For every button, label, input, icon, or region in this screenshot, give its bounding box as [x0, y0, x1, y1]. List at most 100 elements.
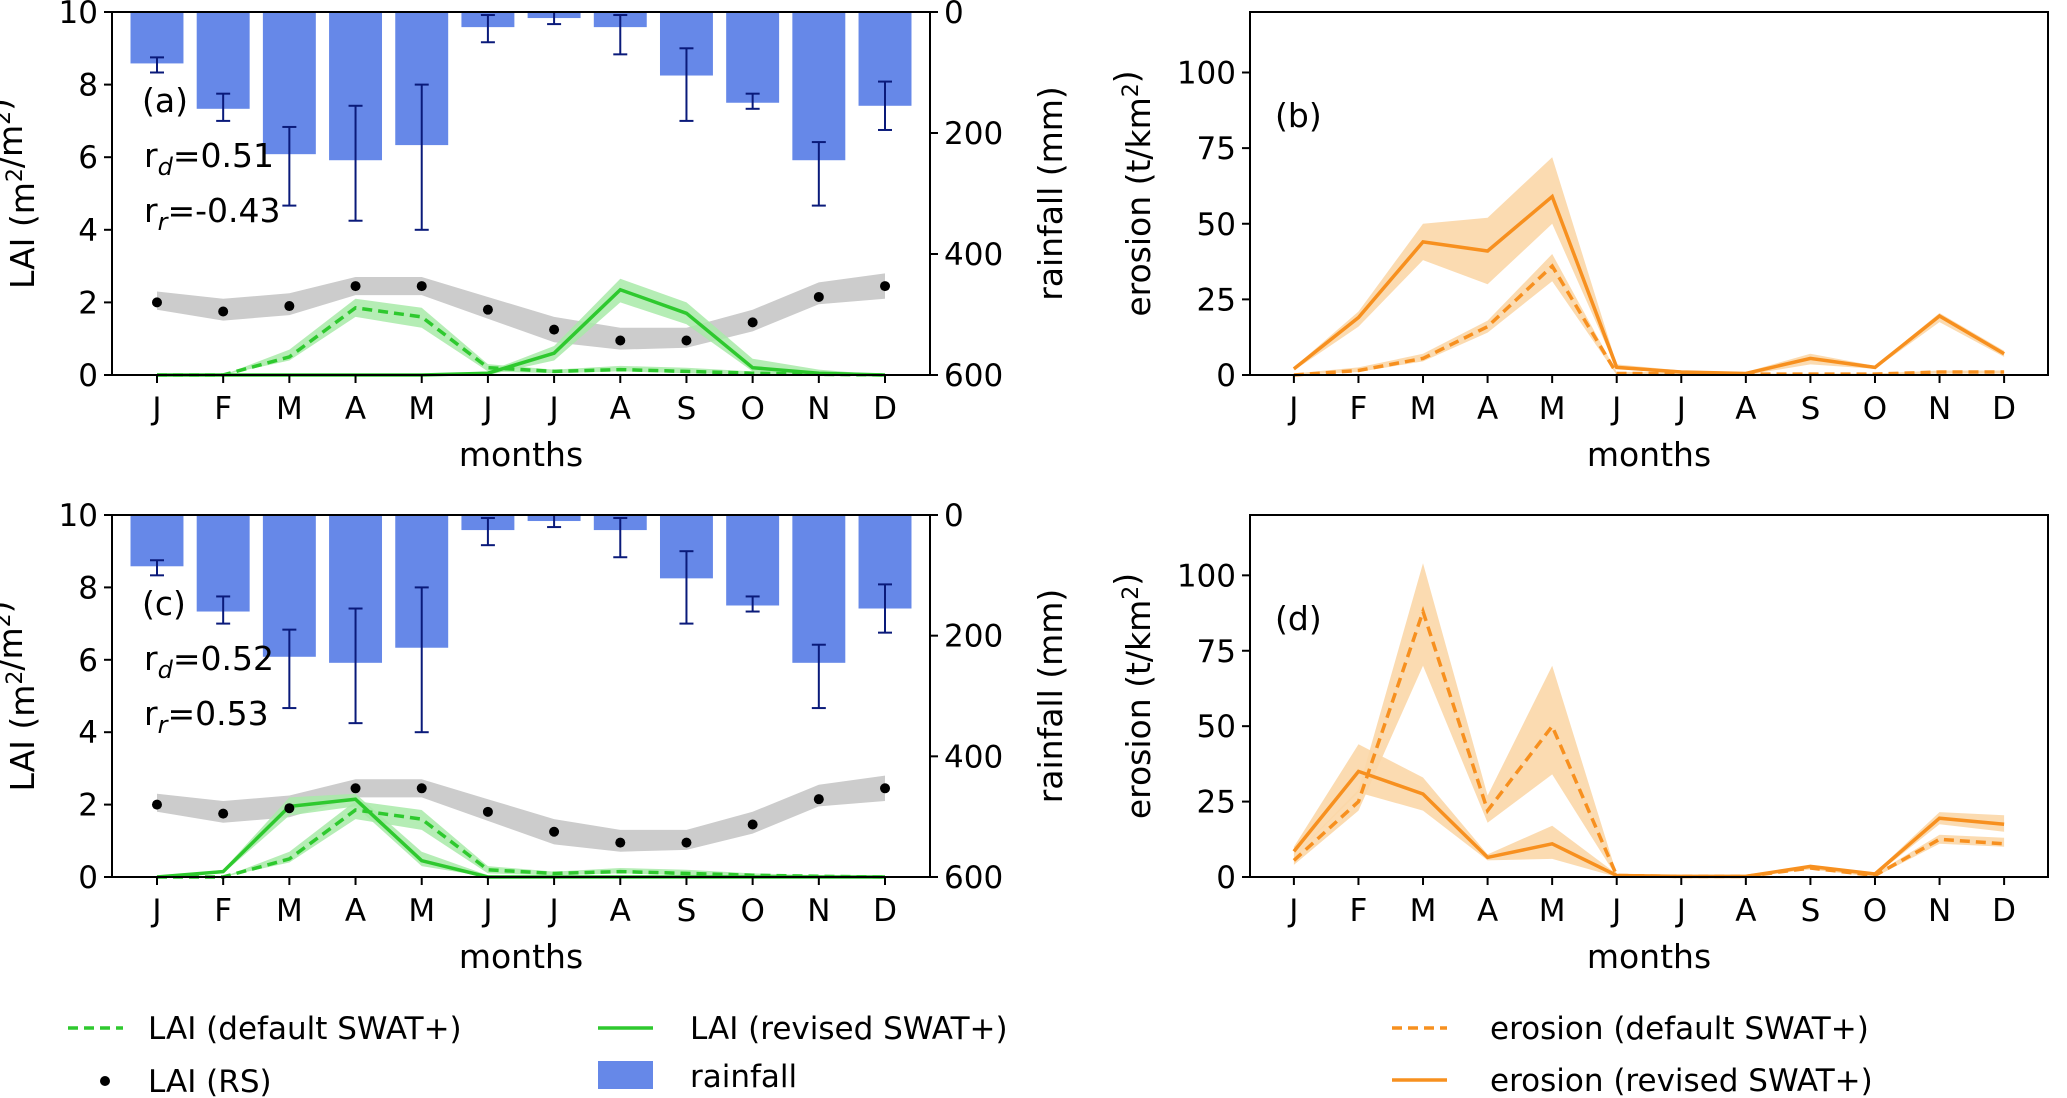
rainfall-bar — [130, 12, 184, 64]
legend-erosion-default-label: erosion (default SWAT+) — [1490, 1011, 1869, 1047]
y-tick-label: 50 — [1197, 207, 1236, 243]
panel-c-lai-rainfall-chart: 0 200 400 600 rainfall (mm) 0 2 4 6 8 10 J F M A M J J A S O… — [0, 498, 1070, 976]
y-tick-label: 25 — [1197, 282, 1236, 318]
lai-rs-point — [416, 281, 427, 292]
r-revised-stat: rr=0.53 — [144, 694, 269, 739]
y-tick-label: 6 — [78, 643, 98, 679]
x-tick-label: S — [677, 893, 697, 929]
lai-rs-point — [350, 783, 361, 794]
x-tick-label: O — [740, 893, 764, 929]
lai-rs-point — [151, 799, 162, 810]
y-tick-label: 4 — [78, 213, 98, 249]
x-tick-label: M — [1539, 391, 1566, 427]
x-tick-label: D — [1992, 391, 2016, 427]
lai-rs-point — [416, 783, 427, 794]
x-tick-label: F — [1350, 391, 1368, 427]
x-tick-label: D — [873, 893, 897, 929]
x-tick-label: N — [1928, 893, 1951, 929]
panel-label: (a) — [142, 81, 188, 120]
x-tick-label: J — [548, 893, 559, 929]
legend-lai-rainfall: LAI (default SWAT+) LAI (revised SWAT+) … — [68, 1011, 1008, 1098]
y2-tick-label: 0 — [944, 0, 964, 31]
x-tick-label: A — [610, 893, 631, 929]
x-tick-label: M — [408, 893, 435, 929]
legend-erosion: erosion (default SWAT+) erosion (revised… — [1392, 1011, 1873, 1098]
y-tick-label: 0 — [78, 860, 98, 896]
y2-axis-label: rainfall (mm) — [1031, 589, 1070, 804]
x-tick-label: N — [807, 391, 830, 427]
lai-rs-point — [880, 783, 891, 794]
erosion-revised-band — [1293, 744, 2005, 877]
x-tick-label: J — [1675, 391, 1686, 427]
x-tick-label: A — [345, 893, 366, 929]
x-tick-label: A — [610, 391, 631, 427]
lai-rs-band — [157, 273, 885, 350]
r-default-stat: rd=0.51 — [144, 136, 274, 181]
x-tick-label: J — [1287, 893, 1298, 929]
x-tick-label: F — [214, 391, 232, 427]
lai-rs-point — [284, 301, 295, 312]
lai-rs-point — [880, 281, 891, 292]
y2-tick-label: 200 — [944, 116, 1003, 152]
rainfall-bar — [196, 12, 250, 109]
y-axis-label: LAI (m2/m2) — [0, 600, 42, 791]
x-tick-label: F — [1350, 893, 1368, 929]
x-tick-label: J — [1287, 391, 1298, 427]
lai-rs-band — [157, 775, 885, 852]
plot-frame — [1249, 11, 2049, 376]
x-tick-label: M — [1410, 391, 1437, 427]
lai-rs-point — [482, 304, 493, 315]
x-axis-label: months — [459, 435, 583, 474]
x-tick-label: S — [677, 391, 697, 427]
x-tick-label: M — [276, 391, 303, 427]
x-tick-label: N — [1928, 391, 1951, 427]
panel-label: (b) — [1275, 96, 1322, 135]
x-tick-label: F — [214, 893, 232, 929]
y-tick-label: 100 — [1177, 558, 1236, 594]
x-tick-label: J — [481, 391, 492, 427]
y-tick-label: 4 — [78, 715, 98, 751]
y-tick-label: 50 — [1197, 709, 1236, 745]
x-tick-label: M — [1410, 893, 1437, 929]
y2-axis-label: rainfall (mm) — [1031, 86, 1070, 301]
rainfall-bar — [196, 515, 250, 612]
y-tick-label: 0 — [1216, 358, 1236, 394]
lai-default-band — [157, 298, 885, 375]
x-tick-label: J — [1675, 893, 1686, 929]
y-tick-label: 100 — [1177, 56, 1236, 92]
x-tick-label: O — [1863, 391, 1887, 427]
y2-tick-label: 400 — [944, 237, 1003, 273]
erosion-revised-line — [1292, 769, 2005, 879]
y-tick-label: 10 — [59, 498, 98, 534]
y2-tick-label: 600 — [944, 358, 1003, 394]
x-tick-label: A — [1477, 893, 1498, 929]
erosion-default-band — [1293, 563, 2005, 877]
x-tick-label: A — [345, 391, 366, 427]
y-tick-label: 75 — [1197, 131, 1236, 167]
x-tick-label: S — [1801, 391, 1821, 427]
x-tick-label: N — [807, 893, 830, 929]
rainfall-bar — [792, 12, 846, 161]
rainfall-bar — [726, 12, 780, 103]
lai-rs-point — [681, 837, 692, 848]
x-tick-label: A — [1735, 391, 1756, 427]
x-tick-label: M — [276, 893, 303, 929]
y-axis-label: LAI (m2/m2) — [0, 98, 42, 289]
lai-rs-point — [813, 794, 824, 805]
y-tick-label: 2 — [78, 285, 98, 321]
x-tick-label: J — [481, 893, 492, 929]
y-tick-label: 0 — [78, 358, 98, 394]
x-tick-label: S — [1801, 893, 1821, 929]
x-tick-label: O — [740, 391, 764, 427]
y-axis-label: erosion (t/km2) — [1107, 70, 1158, 316]
legend-lai-rs-swatch — [100, 1076, 110, 1086]
lai-rs-point — [482, 806, 493, 817]
erosion-default-line — [1293, 263, 2005, 377]
y-tick-label: 10 — [59, 0, 98, 31]
panel-label: (d) — [1275, 599, 1322, 638]
y2-tick-label: 400 — [944, 739, 1003, 775]
x-tick-label: O — [1863, 893, 1887, 929]
x-tick-label: D — [1992, 893, 2016, 929]
